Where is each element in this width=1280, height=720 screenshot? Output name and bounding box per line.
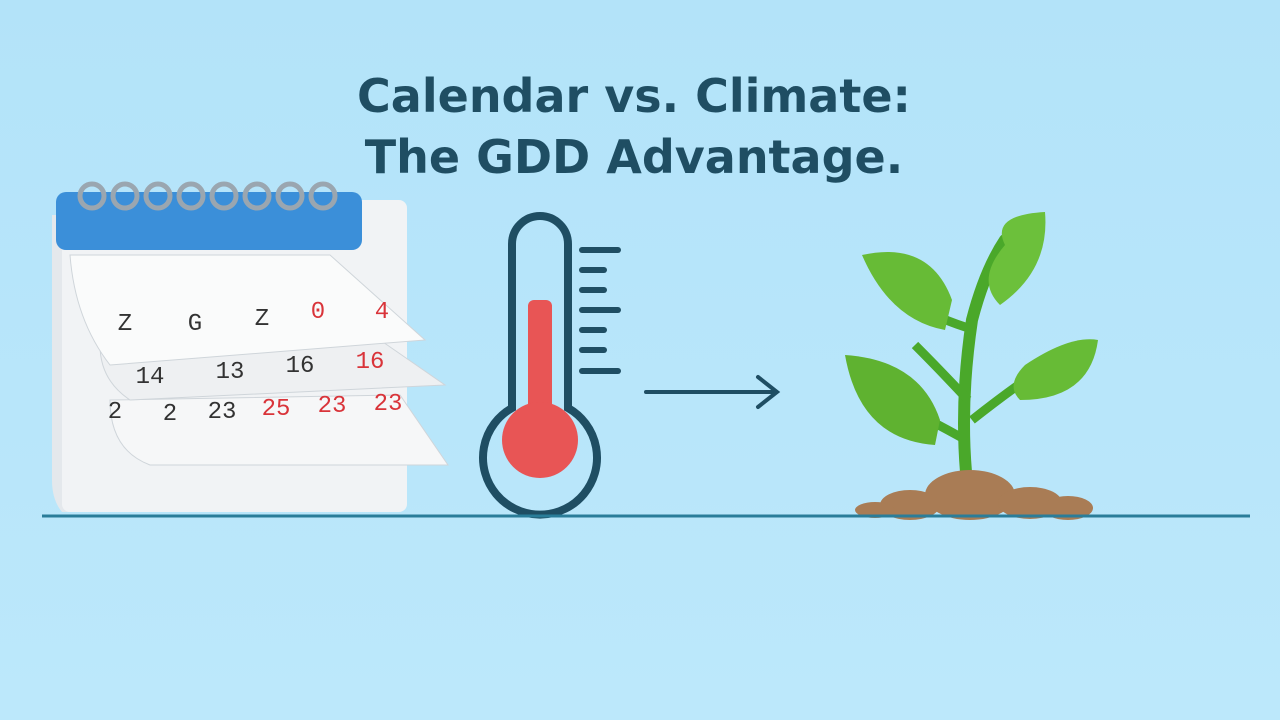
calendar-number: Z: [255, 306, 269, 333]
title-line-1: Calendar vs. Climate:: [357, 69, 911, 123]
calendar-number: 16: [356, 349, 385, 376]
arrow: [644, 375, 781, 409]
thermometer-ticks: [579, 247, 621, 374]
leaf: [862, 252, 952, 330]
calendar-rings: [77, 181, 338, 211]
soil: [855, 470, 1093, 520]
calendar: Z G Z 0 4 14 13 16 16 2 2 23 25 23 23: [52, 181, 449, 512]
calendar-number: 0: [311, 299, 325, 326]
calendar-number: 25: [262, 396, 291, 423]
calendar-number: Z: [118, 311, 132, 338]
calendar-number: 2: [108, 399, 122, 426]
plant: [845, 212, 1098, 520]
calendar-number: 23: [208, 399, 237, 426]
leaf: [988, 212, 1046, 305]
thermometer-bulb: [502, 402, 578, 478]
thermometer-outline: [479, 212, 601, 519]
calendar-number: 2: [163, 401, 177, 428]
calendar-page: [109, 394, 449, 466]
leaf: [845, 355, 940, 445]
calendar-number: 23: [318, 393, 347, 420]
calendar-number: 13: [216, 359, 245, 386]
calendar-number: 23: [374, 391, 403, 418]
calendar-number: G: [188, 311, 202, 338]
calendar-number: 16: [286, 353, 315, 380]
title-line-2: The GDD Advantage.: [365, 130, 903, 184]
leaf: [1013, 339, 1098, 400]
thermometer: [479, 212, 621, 519]
calendar-number: 14: [136, 364, 165, 391]
thermometer-mercury: [528, 300, 552, 430]
calendar-number: 4: [375, 299, 389, 326]
calendar-page: [69, 254, 427, 366]
